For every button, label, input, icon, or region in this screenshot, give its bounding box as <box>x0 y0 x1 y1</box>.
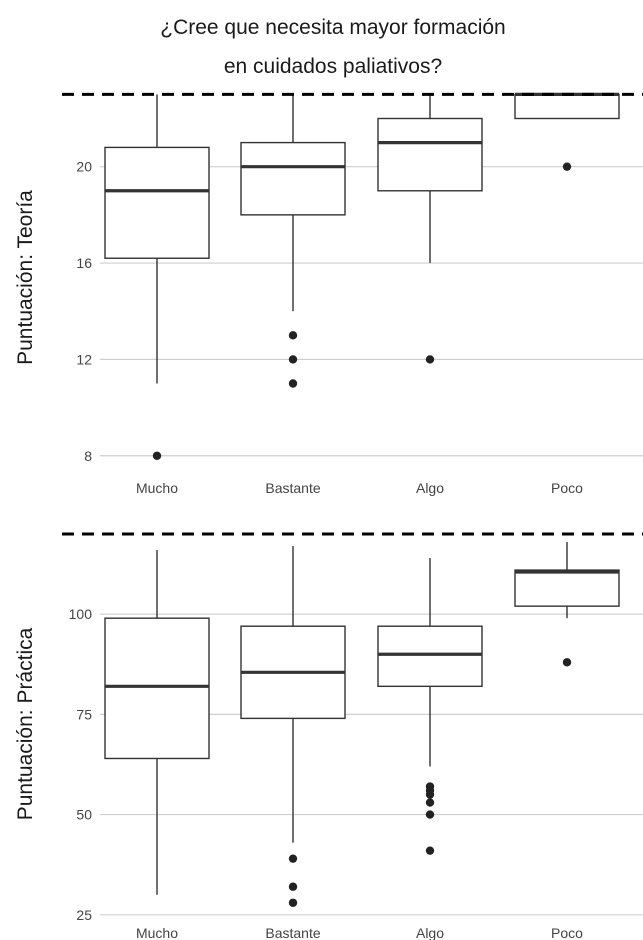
y-axis-label: Puntuación: Teoría <box>14 190 37 365</box>
panel-teoria: 8 12 16 20 Puntuación: Teoría Mucho Bastante Al… <box>14 92 643 496</box>
outlier-point <box>562 658 572 667</box>
outlier-point <box>152 451 162 460</box>
outlier-point <box>425 810 435 819</box>
y-tick-label: 12 <box>76 351 92 367</box>
y-tick-label: 16 <box>76 255 92 271</box>
box-poco <box>514 93 620 120</box>
box-poco <box>514 569 620 607</box>
x-tick-label: Mucho <box>136 925 178 940</box>
x-tick-label: Poco <box>551 480 583 496</box>
outlier-point <box>425 782 435 791</box>
outlier-point <box>288 882 298 891</box>
x-tick-label: Algo <box>416 480 444 496</box>
y-tick-label: 25 <box>76 907 92 923</box>
outlier-point <box>425 798 435 807</box>
box-bastante <box>240 141 346 216</box>
outlier-point <box>288 854 298 863</box>
x-tick-label: Algo <box>416 925 444 940</box>
y-tick-label: 50 <box>76 807 92 823</box>
x-tick-label: Bastante <box>265 480 320 496</box>
y-tick-label: 100 <box>69 606 93 622</box>
outlier-point <box>425 846 435 855</box>
outlier-point <box>288 355 298 364</box>
outlier-point <box>425 355 435 364</box>
x-tick-label: Bastante <box>265 925 320 940</box>
x-tick-label: Poco <box>551 925 583 940</box>
chart-title-line2: en cuidados paliativos? <box>224 55 442 78</box>
outlier-point <box>288 331 298 340</box>
y-axis-label: Puntuación: Práctica <box>14 627 37 820</box>
box-mucho <box>104 617 210 760</box>
y-tick-label: 20 <box>76 159 92 175</box>
outlier-point <box>288 898 298 907</box>
box-algo <box>377 625 483 688</box>
x-tick-label: Mucho <box>136 480 178 496</box>
chart-title-line1: ¿Cree que necesita mayor formación <box>160 16 506 39</box>
box-algo <box>377 117 483 192</box>
box-mucho <box>104 146 210 259</box>
outlier-point <box>562 162 572 171</box>
outlier-point <box>288 379 298 388</box>
panel-practica: 25 50 75 100 Puntuación: Práctica Mucho Bastan… <box>14 532 643 940</box>
y-tick-label: 75 <box>76 706 92 722</box>
y-tick-label: 8 <box>84 448 92 464</box>
